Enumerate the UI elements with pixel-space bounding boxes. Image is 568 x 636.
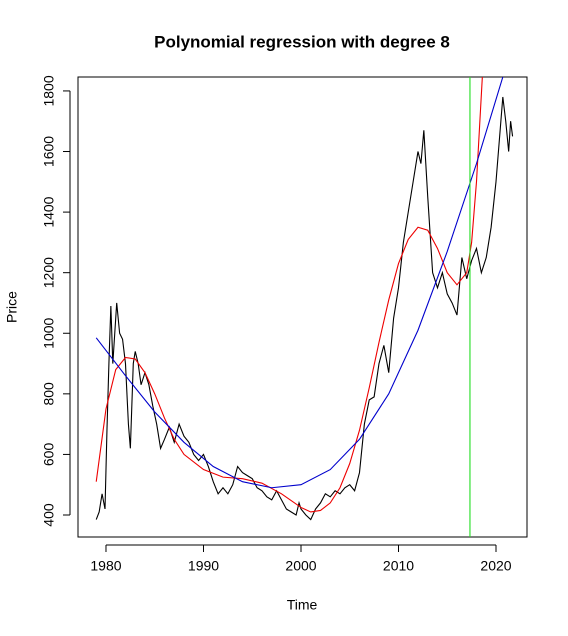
- y-tick-label: 1600: [41, 136, 57, 167]
- y-tick-label: 400: [41, 503, 57, 527]
- x-axis-label: Time: [287, 597, 318, 613]
- y-axis-label: Price: [4, 291, 20, 323]
- chart-title: Polynomial regression with degree 8: [154, 32, 450, 51]
- y-tick-label: 1000: [41, 317, 57, 348]
- x-tick-label: 1980: [90, 558, 121, 574]
- x-tick-label: 2000: [285, 558, 316, 574]
- x-tick-label: 1990: [188, 558, 219, 574]
- plot-frame: [77, 76, 528, 538]
- y-tick-label: 600: [41, 443, 57, 467]
- x-tick-label: 2020: [480, 558, 511, 574]
- series-line: [95, 96, 514, 521]
- y-tick-label: 800: [41, 382, 57, 406]
- x-tick-label: 2010: [383, 558, 414, 574]
- y-tick-label: 1800: [41, 75, 57, 106]
- y-tick-label: 1200: [41, 257, 57, 288]
- series-line: [95, 77, 504, 489]
- series-line: [95, 77, 483, 513]
- y-tick-label: 1400: [41, 196, 57, 227]
- plot-area: [95, 77, 514, 537]
